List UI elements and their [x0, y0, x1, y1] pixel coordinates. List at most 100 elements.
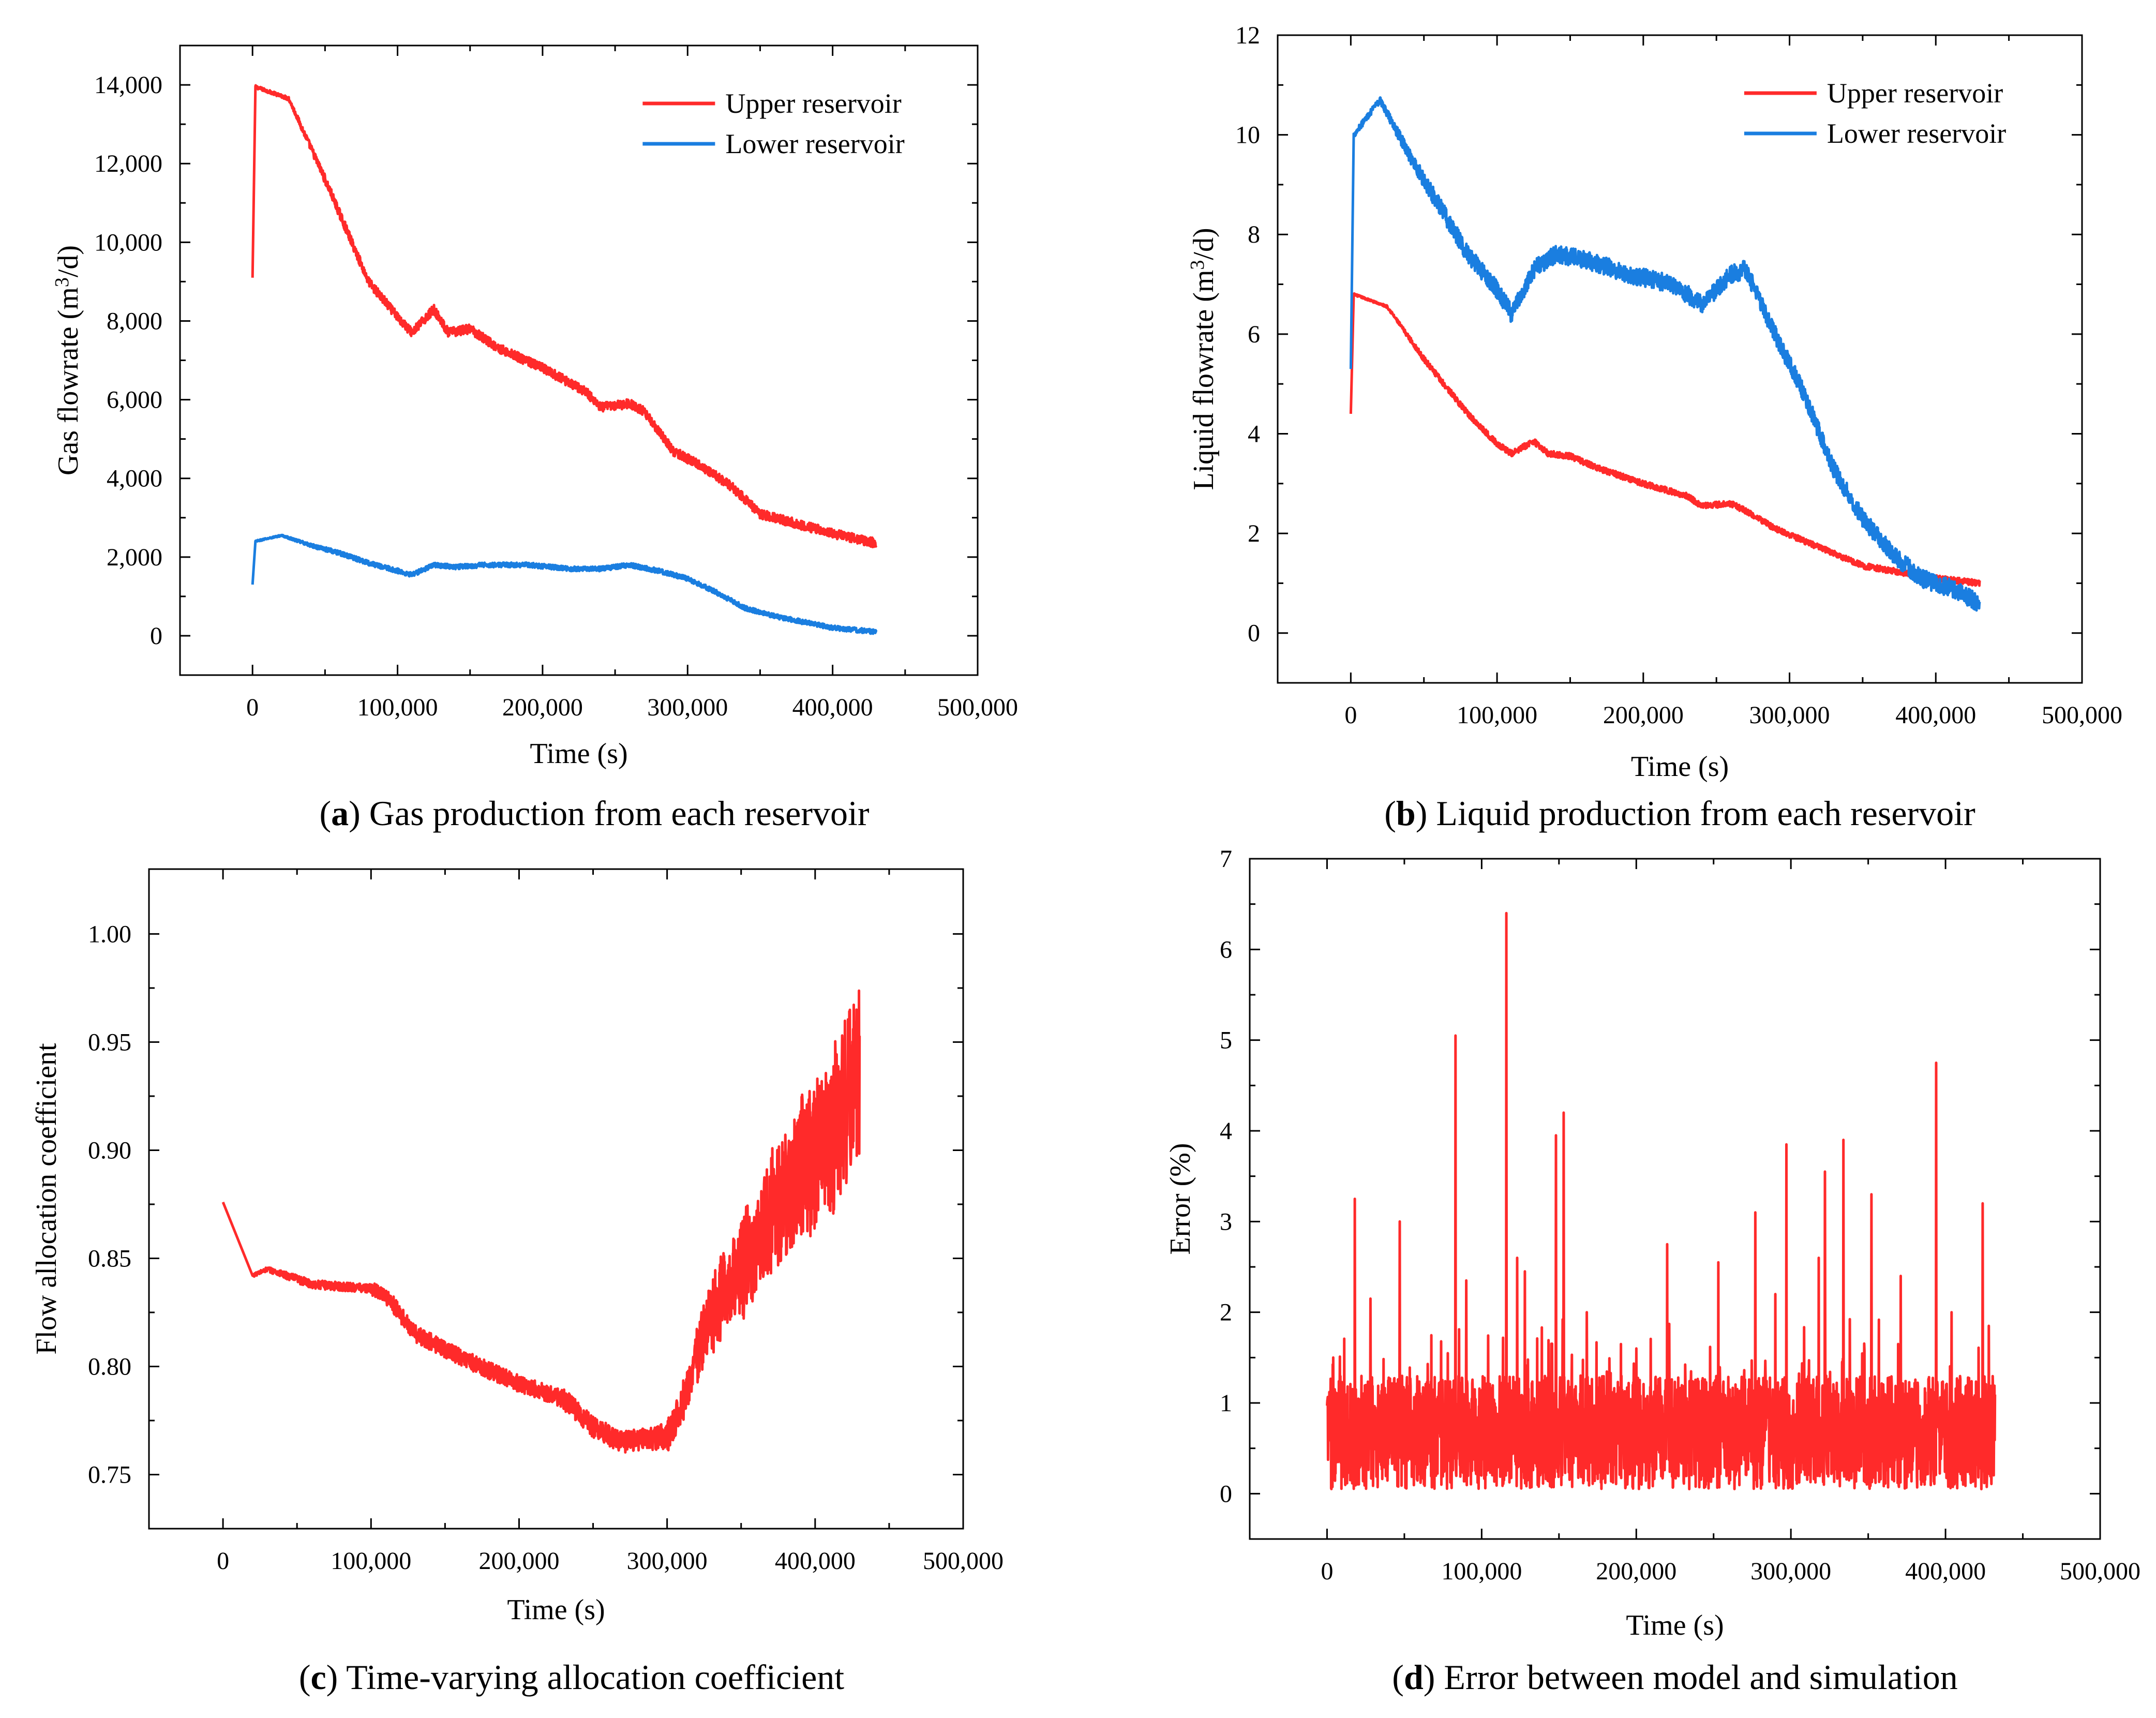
panel-a-y-tick-label: 12,000	[94, 150, 162, 177]
panel-b-y-tick-label: 12	[1235, 22, 1260, 49]
panel-a-series-line-1	[251, 84, 878, 548]
panel-d-x-tick-label: 400,000	[1905, 1558, 1986, 1585]
panel-b-y-tick-label: 10	[1235, 122, 1260, 149]
panel-a-gas-production: 0 100,000 200,000 300,000 400,000 500,000 0 2,0…	[51, 44, 1018, 833]
panel-a-x-tick-label: 500,000	[937, 694, 1018, 721]
panel-b-y-tick-label: 0	[1248, 620, 1260, 647]
panel-a-caption-text: Gas production from each reservoir	[369, 794, 870, 833]
panel-b-y-axis-title-unit-tail: /d)	[1188, 228, 1220, 260]
panel-c-caption-text: Time-varying allocation coefficient	[346, 1657, 844, 1697]
panel-a-y-axis-title-unit-tail: /d)	[52, 245, 84, 277]
panel-b-y-tick-label: 2	[1248, 520, 1260, 547]
panel-c-x-tick-label: 400,000	[775, 1547, 856, 1575]
panel-a-legend-label-2: Lower reservoir	[725, 128, 904, 159]
panel-a-y-axis-title: Gas flowrate (m3/d)	[51, 245, 84, 475]
panel-c-x-axis-title: Time (s)	[507, 1594, 605, 1626]
panel-b-caption-letter: b	[1396, 794, 1416, 833]
panel-b-y-tick-label: 6	[1248, 321, 1260, 348]
panel-d-y-tick-label: 7	[1220, 845, 1232, 873]
panel-a-y-tick-label: 8,000	[107, 307, 162, 335]
panel-a-y-axis-title-superscript: 3	[51, 277, 73, 287]
panel-a-ticks: 0 100,000 200,000 300,000 400,000 500,000 0 2,0…	[94, 46, 1018, 721]
panel-d-x-tick-label: 500,000	[2060, 1558, 2140, 1585]
panel-c-y-axis-title: Flow allocation coefficient	[31, 1043, 63, 1355]
panel-a-x-tick-label: 100,000	[357, 694, 438, 721]
panel-b-series-line-1	[1349, 292, 1981, 587]
panel-c-allocation-coefficient: 0 100,000 200,000 300,000 400,000 500,000 0.75…	[31, 868, 1004, 1697]
panel-c-y-tick-label: 0.80	[88, 1353, 131, 1380]
panel-a-x-axis-title: Time (s)	[530, 738, 627, 770]
panel-d-error: 0 100,000 200,000 300,000 400,000 500,000 0 1 2 3…	[1164, 845, 2140, 1697]
panel-c-y-tick-label: 1.00	[88, 920, 131, 948]
panel-d-y-tick-label: 2	[1220, 1299, 1232, 1326]
panel-b-series-line-2	[1349, 96, 1981, 612]
panel-b-legend: Upper reservoir Lower reservoir	[1744, 78, 2006, 149]
panel-c-x-tick-label: 100,000	[331, 1547, 411, 1575]
panel-a-y-tick-label: 10,000	[94, 229, 162, 256]
panel-a-legend-label-1: Upper reservoir	[725, 88, 901, 119]
panel-d-x-tick-label: 300,000	[1750, 1558, 1831, 1585]
panel-d-y-tick-label: 6	[1220, 936, 1232, 963]
panel-a-caption: (a) Gas production from each reservoir	[319, 794, 869, 833]
panel-b-x-tick-label: 100,000	[1457, 701, 1537, 729]
panel-a-x-tick-label: 400,000	[792, 694, 873, 721]
panel-d-ticks: 0 100,000 200,000 300,000 400,000 500,000 0 1 2 3…	[1220, 845, 2140, 1585]
panel-b-plot-frame	[1277, 34, 2083, 684]
panel-c-x-tick-label: 200,000	[478, 1547, 559, 1575]
panel-b-x-tick-label: 400,000	[1895, 701, 1976, 729]
panel-a-series-line-2	[251, 533, 878, 635]
panel-c-ticks: 0 100,000 200,000 300,000 400,000 500,000 0.75…	[88, 869, 1004, 1575]
panel-a-x-tick-label: 200,000	[502, 694, 583, 721]
panel-d-y-axis-title: Error (%)	[1164, 1143, 1196, 1254]
panel-c-plot-frame	[148, 868, 964, 1530]
panel-d-caption-text: Error between model and simulation	[1444, 1657, 1957, 1697]
panel-d-y-tick-label: 3	[1220, 1208, 1232, 1235]
panel-a-y-tick-label: 2,000	[107, 544, 162, 571]
panel-c-series-line-1	[221, 989, 861, 1454]
panel-d-y-tick-label: 1	[1220, 1390, 1232, 1417]
panel-a-legend: Upper reservoir Lower reservoir	[642, 88, 905, 159]
panel-b-x-tick-label: 0	[1344, 701, 1357, 729]
panel-c-y-tick-label: 0.90	[88, 1137, 131, 1164]
panel-b-x-tick-label: 500,000	[2042, 701, 2122, 729]
panel-b-x-tick-label: 200,000	[1603, 701, 1684, 729]
panel-a-x-tick-label: 0	[246, 694, 259, 721]
panel-d-y-tick-label: 0	[1220, 1480, 1232, 1507]
panel-d-caption-letter: d	[1404, 1657, 1424, 1697]
panel-a-caption-letter: a	[331, 794, 349, 833]
panel-c-x-tick-label: 300,000	[627, 1547, 708, 1575]
panel-d-y-tick-label: 4	[1220, 1117, 1232, 1145]
panel-a-y-tick-label: 4,000	[107, 465, 162, 492]
panel-a-y-axis-title-text: Gas flowrate (m	[52, 287, 84, 475]
panel-d-y-tick-label: 5	[1220, 1027, 1232, 1054]
panel-c-caption-letter: c	[310, 1657, 326, 1697]
panel-d-x-tick-label: 200,000	[1596, 1558, 1676, 1585]
panel-a-series-layer	[251, 84, 878, 635]
panel-b-x-tick-label: 300,000	[1749, 701, 1830, 729]
panel-d-x-tick-label: 100,000	[1441, 1558, 1522, 1585]
panel-b-x-axis-title: Time (s)	[1631, 751, 1729, 783]
panel-b-liquid-production: 0 100,000 200,000 300,000 400,000 500,000 0 2 4 6…	[1187, 22, 2122, 833]
panel-b-caption-text: Liquid production from each reservoir	[1436, 794, 1975, 833]
panel-b-series-layer	[1349, 96, 1981, 612]
panel-b-y-axis-title: Liquid flowrate (m3/d)	[1187, 228, 1220, 490]
panel-c-y-tick-label: 0.85	[88, 1245, 131, 1272]
panel-b-ticks: 0 100,000 200,000 300,000 400,000 500,000 0 2 4 6…	[1235, 22, 2122, 729]
panel-a-y-tick-label: 6,000	[107, 386, 162, 414]
panel-c-y-tick-label: 0.75	[88, 1461, 131, 1488]
panel-a-y-tick-label: 0	[150, 622, 162, 650]
panel-d-series-line-1	[1326, 912, 1997, 1490]
panel-b-y-axis-title-text: Liquid flowrate (m	[1188, 270, 1220, 490]
panel-b-y-tick-label: 8	[1248, 221, 1260, 248]
panel-b-y-axis-title-superscript: 3	[1187, 260, 1208, 270]
panel-c-x-tick-label: 0	[217, 1547, 229, 1575]
panel-d-x-tick-label: 0	[1321, 1558, 1333, 1585]
panel-c-caption: (c) Time-varying allocation coefficient	[299, 1657, 844, 1697]
panel-d-plot-frame	[1249, 858, 2101, 1540]
panel-d-series-layer	[1326, 912, 1997, 1490]
panel-b-legend-label-2: Lower reservoir	[1827, 118, 2006, 149]
panel-c-x-tick-label: 500,000	[923, 1547, 1004, 1575]
panel-b-caption: (b) Liquid production from each reservoi…	[1384, 794, 1975, 833]
panel-d-caption: (d) Error between model and simulation	[1392, 1657, 1957, 1697]
